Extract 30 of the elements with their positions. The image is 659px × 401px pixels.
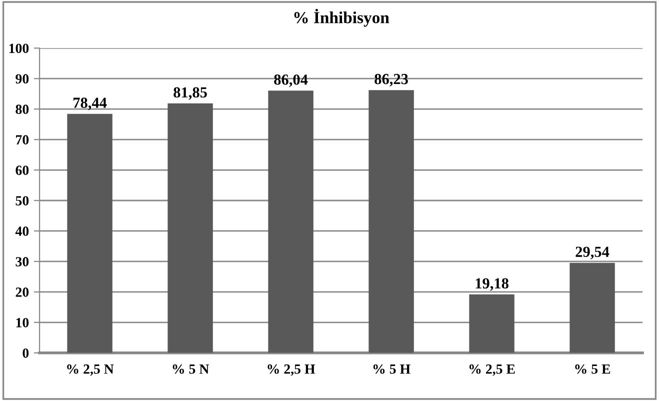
bar <box>368 90 414 353</box>
y-tick-label: 50 <box>16 196 29 206</box>
y-tick-label: 40 <box>15 226 29 236</box>
y-tick-label: 0 <box>22 348 29 358</box>
y-tick-label: 100 <box>9 44 29 54</box>
x-tick-label: % 5 N <box>172 364 210 374</box>
bar <box>67 114 112 353</box>
data-label: 29,54 <box>576 246 610 260</box>
bar <box>268 90 314 353</box>
y-tick-label: 20 <box>16 288 29 297</box>
x-tick-label: % 2,5 H <box>268 364 316 376</box>
data-label: 86,04 <box>274 74 308 87</box>
y-tick-label: 80 <box>16 104 29 114</box>
x-tick-label: % 5 E <box>575 364 610 374</box>
bar <box>469 294 514 353</box>
y-tick-label: 70 <box>16 135 29 145</box>
chart-title: % İnhibisyon <box>294 8 390 27</box>
data-label: 78,44 <box>73 98 107 110</box>
x-tick-label: % 5 H <box>373 364 410 374</box>
y-tick-label: 60 <box>16 166 29 175</box>
y-tick-label: 90 <box>16 74 29 84</box>
bar <box>168 103 213 353</box>
y-tick-label: 30 <box>16 257 29 266</box>
x-tick-label: % 2,5 N <box>67 364 114 376</box>
x-tick-label: % 2,5 E <box>469 364 515 376</box>
data-label: 81,85 <box>174 87 207 100</box>
y-tick-label: 10 <box>16 318 29 328</box>
bar <box>570 262 615 353</box>
data-label: 86,23 <box>374 74 408 86</box>
data-label: 19,18 <box>476 278 508 291</box>
